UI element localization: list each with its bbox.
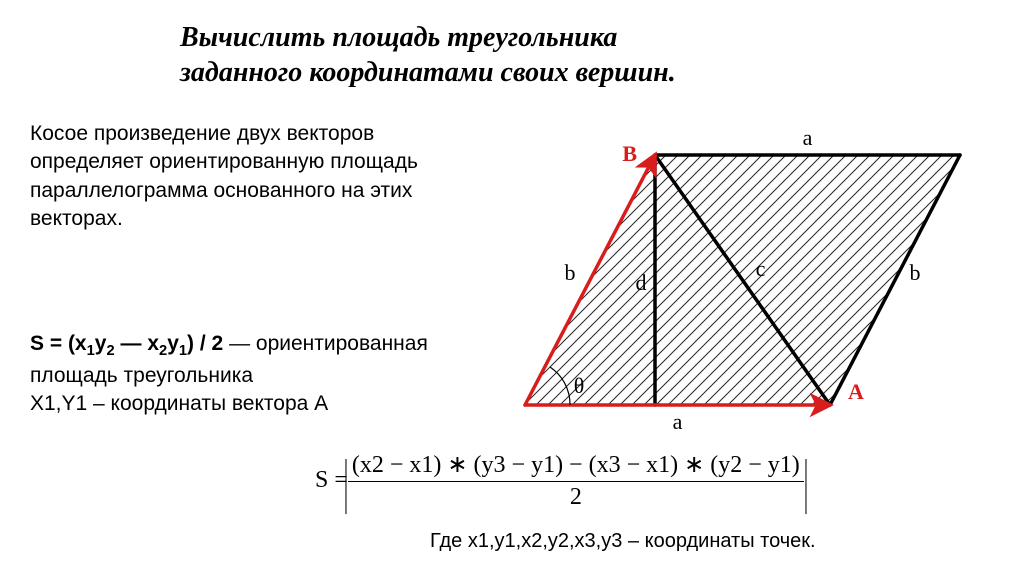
diagram-svg: A Ba a b b c d θ [490,115,1000,435]
svg-text:B: B [622,141,637,166]
formula-fraction: (x2 − x1) ∗ (y3 − y1) − (x3 − x1) ∗ (y2 … [348,450,804,511]
fraction-numerator: (x2 − x1) ∗ (y3 − y1) − (x3 − x1) ∗ (y2 … [348,450,804,482]
parallelogram-diagram: A Ba a b b c d θ [490,115,1000,435]
formula-s: S = (x1y2 — x2y1) / 2 [30,332,223,355]
svg-text:a: a [803,125,813,150]
formula-note: X1,Y1 – координаты вектора А [30,392,328,415]
svg-text:b: b [565,260,576,285]
abs-bar-right: | [804,451,808,511]
svg-text:A: A [848,379,864,404]
svg-text:θ: θ [574,373,585,398]
page-title: Вычислить площадь треугольника заданного… [180,20,984,90]
svg-text:b: b [910,260,921,285]
where-text: Где x1,y1,x2,y2,x3,y3 – координаты точек… [430,530,816,553]
svg-text:c: c [756,256,766,281]
fraction-denominator: 2 [566,482,586,511]
abs-bar-left: | [344,451,348,511]
intro-paragraph: Косое произведение двух векторов определ… [30,120,460,233]
svg-text:d: d [636,270,647,295]
title-line1: Вычислить площадь треугольника [180,22,617,53]
inline-formula-block: S = (x1y2 — x2y1) / 2 — ориентированная … [30,330,460,419]
area-formula: S = | (x2 − x1) ∗ (y3 − y1) − (x3 − x1) … [315,450,804,511]
title-line2: заданного координатами своих вершин. [180,57,676,88]
svg-text:a: a [673,409,683,434]
